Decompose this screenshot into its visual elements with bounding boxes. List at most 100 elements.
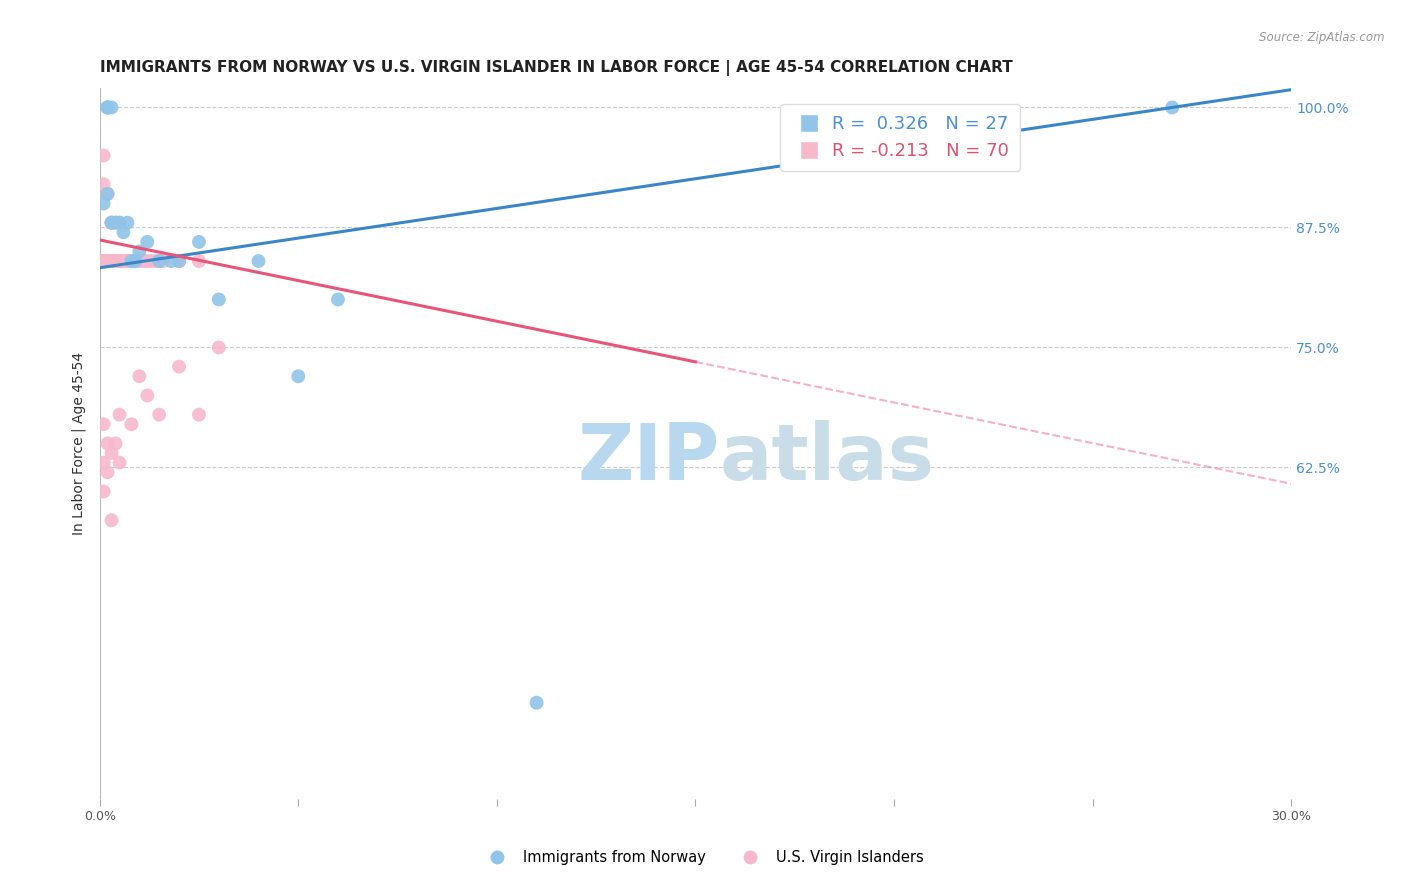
Point xyxy=(97,436,120,450)
Point xyxy=(104,254,127,268)
Point xyxy=(104,254,127,268)
Point xyxy=(97,186,120,201)
Point xyxy=(97,100,120,114)
Point xyxy=(108,216,131,230)
Point xyxy=(93,254,115,268)
Text: IMMIGRANTS FROM NORWAY VS U.S. VIRGIN ISLANDER IN LABOR FORCE | AGE 45-54 CORREL: IMMIGRANTS FROM NORWAY VS U.S. VIRGIN IS… xyxy=(100,60,1012,76)
Legend: R =  0.326   N = 27, R = -0.213   N = 70: R = 0.326 N = 27, R = -0.213 N = 70 xyxy=(780,104,1021,171)
Point xyxy=(120,254,142,268)
Point xyxy=(208,341,231,355)
Point xyxy=(93,254,115,268)
Point xyxy=(1161,100,1184,114)
Point xyxy=(187,254,209,268)
Point xyxy=(108,408,131,422)
Point xyxy=(148,408,170,422)
Point xyxy=(104,436,127,450)
Point xyxy=(100,216,122,230)
Point xyxy=(97,100,120,114)
Point xyxy=(136,254,159,268)
Point xyxy=(124,254,146,268)
Point xyxy=(97,254,120,268)
Text: ZIP: ZIP xyxy=(576,419,720,496)
Point xyxy=(100,446,122,460)
Point xyxy=(97,465,120,479)
Point xyxy=(100,254,122,268)
Point xyxy=(97,254,120,268)
Point xyxy=(132,254,155,268)
Point xyxy=(93,254,115,268)
Point xyxy=(128,254,150,268)
Y-axis label: In Labor Force | Age 45-54: In Labor Force | Age 45-54 xyxy=(72,352,86,535)
Point xyxy=(93,148,115,162)
Point xyxy=(124,254,146,268)
Point xyxy=(97,100,120,114)
Point xyxy=(120,417,142,432)
Point xyxy=(97,186,120,201)
Point xyxy=(136,388,159,402)
Point xyxy=(108,254,131,268)
Point xyxy=(108,456,131,470)
Point xyxy=(97,254,120,268)
Point xyxy=(93,254,115,268)
Point xyxy=(104,254,127,268)
Point xyxy=(112,254,135,268)
Point xyxy=(104,216,127,230)
Text: atlas: atlas xyxy=(720,419,934,496)
Point xyxy=(148,254,170,268)
Point xyxy=(112,254,135,268)
Point xyxy=(100,254,122,268)
Text: Source: ZipAtlas.com: Source: ZipAtlas.com xyxy=(1260,31,1385,45)
Point xyxy=(93,178,115,192)
Point xyxy=(97,254,120,268)
Point xyxy=(167,359,190,374)
Point xyxy=(287,369,309,384)
Point xyxy=(104,216,127,230)
Point xyxy=(128,369,150,384)
Point xyxy=(124,254,146,268)
Point xyxy=(112,254,135,268)
Point xyxy=(100,254,122,268)
Point xyxy=(112,254,135,268)
Point xyxy=(100,100,122,114)
Point xyxy=(152,254,174,268)
Point xyxy=(160,254,183,268)
Point xyxy=(136,235,159,249)
Point xyxy=(100,513,122,527)
Point xyxy=(187,235,209,249)
Point xyxy=(93,417,115,432)
Point xyxy=(100,254,122,268)
Point xyxy=(93,254,115,268)
Point xyxy=(247,254,270,268)
Point xyxy=(128,244,150,259)
Point xyxy=(167,254,190,268)
Point xyxy=(167,254,190,268)
Point xyxy=(100,216,122,230)
Point xyxy=(117,216,139,230)
Point xyxy=(104,254,127,268)
Point xyxy=(108,254,131,268)
Point xyxy=(97,100,120,114)
Point xyxy=(187,408,209,422)
Point xyxy=(108,216,131,230)
Point xyxy=(97,254,120,268)
Point xyxy=(93,456,115,470)
Point xyxy=(100,254,122,268)
Point xyxy=(108,254,131,268)
Point xyxy=(104,254,127,268)
Point xyxy=(143,254,166,268)
Point xyxy=(93,196,115,211)
Point xyxy=(100,254,122,268)
Point xyxy=(117,254,139,268)
Point xyxy=(117,254,139,268)
Point xyxy=(108,254,131,268)
Point xyxy=(128,254,150,268)
Point xyxy=(148,254,170,268)
Point xyxy=(526,696,548,710)
Point xyxy=(97,254,120,268)
Point xyxy=(100,216,122,230)
Point xyxy=(326,293,349,307)
Point xyxy=(120,254,142,268)
Point xyxy=(93,484,115,499)
Point xyxy=(112,225,135,239)
Point xyxy=(208,293,231,307)
